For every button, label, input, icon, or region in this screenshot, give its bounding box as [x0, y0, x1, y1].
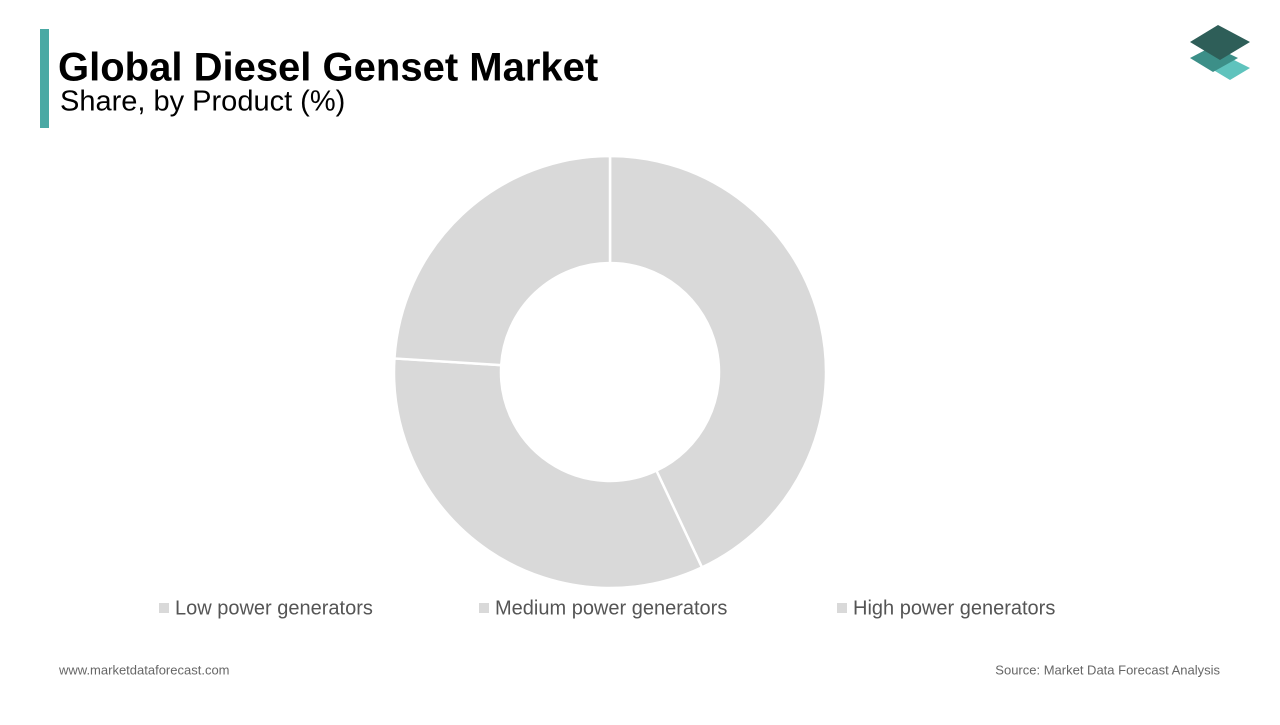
- chart-subtitle: Share, by Product (%): [60, 86, 345, 118]
- donut: [392, 154, 828, 590]
- chart-title: Global Diesel Genset Market: [58, 46, 598, 90]
- legend: Low power generators Medium power generat…: [159, 597, 1055, 619]
- legend-marker: [159, 603, 169, 613]
- legend-marker: [479, 603, 489, 613]
- donut-slice: [392, 357, 704, 590]
- legend-marker: [837, 603, 847, 613]
- footer-website: www.marketdataforecast.com: [58, 662, 230, 677]
- donut-slice: [393, 154, 612, 367]
- donut-slice: [608, 154, 828, 570]
- logo: [1190, 25, 1250, 80]
- legend-label: Low power generators: [175, 597, 373, 619]
- title-accent: [40, 29, 49, 128]
- legend-label: Medium power generators: [495, 597, 727, 619]
- footer-source: Source: Market Data Forecast Analysis: [995, 662, 1220, 677]
- legend-label: High power generators: [853, 597, 1055, 619]
